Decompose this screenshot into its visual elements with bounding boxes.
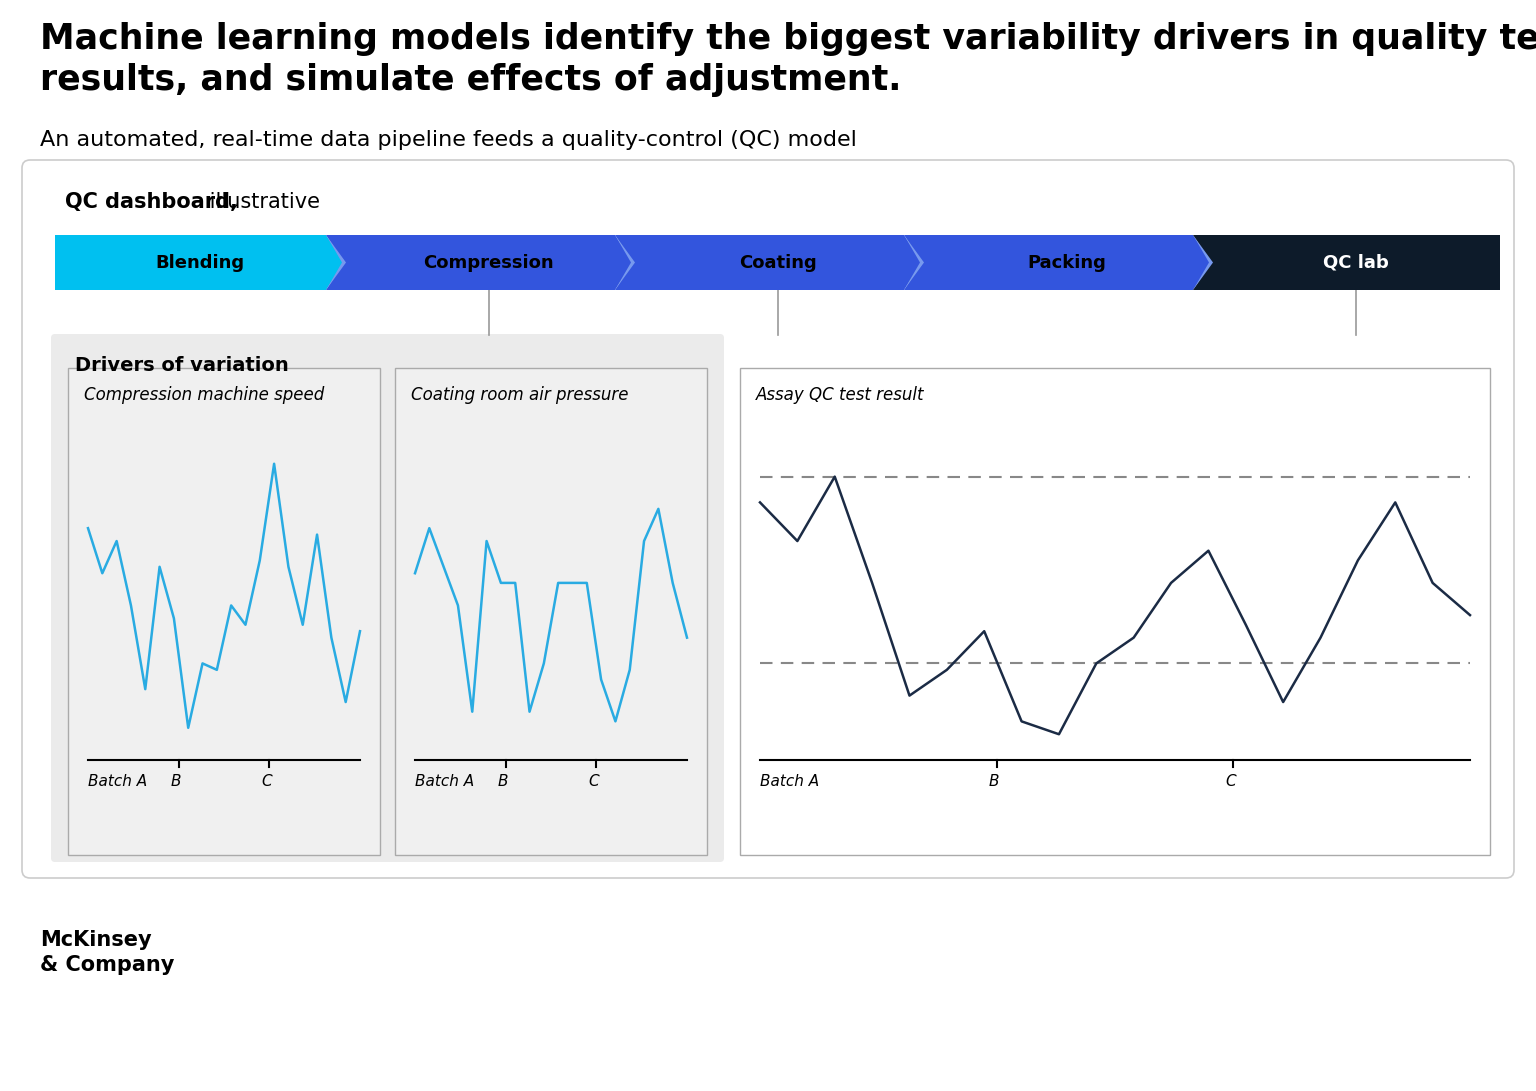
Text: QC dashboard,: QC dashboard,: [65, 192, 238, 212]
Polygon shape: [905, 235, 925, 290]
FancyBboxPatch shape: [22, 160, 1514, 878]
FancyBboxPatch shape: [68, 368, 379, 855]
Polygon shape: [614, 235, 922, 290]
Text: B: B: [989, 774, 998, 789]
Text: C: C: [588, 774, 599, 789]
Text: QC lab: QC lab: [1322, 253, 1389, 272]
Polygon shape: [326, 235, 346, 290]
Text: Drivers of variation: Drivers of variation: [75, 356, 289, 375]
Text: B: B: [170, 774, 181, 789]
Text: McKinsey
& Company: McKinsey & Company: [40, 930, 175, 974]
Text: Batch A: Batch A: [88, 774, 147, 789]
Text: An automated, real-time data pipeline feeds a quality-control (QC) model: An automated, real-time data pipeline fe…: [40, 130, 857, 149]
Text: Compression machine speed: Compression machine speed: [84, 386, 324, 404]
Polygon shape: [55, 235, 344, 290]
Polygon shape: [326, 235, 633, 290]
Text: Batch A: Batch A: [415, 774, 475, 789]
Text: Blending: Blending: [155, 253, 244, 272]
Text: Compression: Compression: [424, 253, 554, 272]
Text: Packing: Packing: [1028, 253, 1106, 272]
Text: Coating: Coating: [739, 253, 816, 272]
Text: Coating room air pressure: Coating room air pressure: [412, 386, 628, 404]
Text: C: C: [261, 774, 272, 789]
Polygon shape: [614, 235, 634, 290]
Text: illustrative: illustrative: [203, 192, 319, 212]
Text: B: B: [498, 774, 508, 789]
Text: C: C: [1226, 774, 1236, 789]
Polygon shape: [1193, 235, 1213, 290]
Text: Batch A: Batch A: [760, 774, 819, 789]
Text: Assay QC test result: Assay QC test result: [756, 386, 925, 404]
FancyBboxPatch shape: [51, 334, 723, 862]
FancyBboxPatch shape: [740, 368, 1490, 855]
Text: Machine learning models identify the biggest variability drivers in quality test: Machine learning models identify the big…: [40, 22, 1536, 97]
Polygon shape: [905, 235, 1210, 290]
Polygon shape: [1193, 235, 1501, 290]
FancyBboxPatch shape: [395, 368, 707, 855]
